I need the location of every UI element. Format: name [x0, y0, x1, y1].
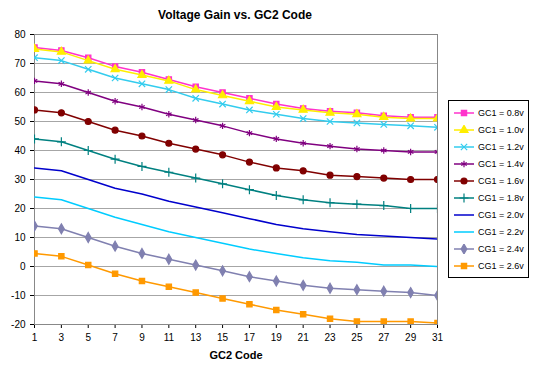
svg-text:-20: -20 — [11, 319, 26, 330]
html-text:Voltage Gain vs. GC2 Code: Voltage Gain vs. GC2 Code — [158, 8, 312, 22]
svg-text:30: 30 — [14, 174, 26, 185]
html-text:CG1 = 2.4v: CG1 = 2.4v — [478, 243, 524, 254]
svg-text:20: 20 — [14, 203, 26, 214]
svg-text:27: 27 — [378, 332, 390, 343]
svg-text:13: 13 — [190, 332, 202, 343]
svg-text:3: 3 — [59, 332, 65, 343]
svg-text:9: 9 — [139, 332, 145, 343]
svg-text:GC2 Code: GC2 Code — [209, 349, 262, 361]
svg-text:17: 17 — [244, 332, 256, 343]
svg-text:10: 10 — [14, 232, 26, 243]
svg-text:29: 29 — [405, 332, 417, 343]
html-text:GC1 = 1.0v: GC1 = 1.0v — [478, 124, 524, 135]
html-text:GC1 = 1.4v: GC1 = 1.4v — [478, 158, 524, 169]
html-text:GC1 = 0.8v: GC1 = 0.8v — [478, 107, 524, 118]
html-text:GC1 = 1.2v: GC1 = 1.2v — [478, 141, 524, 152]
svg-text:70: 70 — [14, 58, 26, 69]
svg-text:1: 1 — [32, 332, 38, 343]
svg-text:-10: -10 — [11, 290, 26, 301]
svg-text:15: 15 — [217, 332, 229, 343]
svg-text:21: 21 — [298, 332, 310, 343]
svg-text:31: 31 — [432, 332, 444, 343]
svg-text:11: 11 — [164, 332, 175, 343]
svg-text:60: 60 — [14, 87, 26, 98]
html-text:CG1 = 2.6v: CG1 = 2.6v — [478, 260, 524, 271]
html-text:CG1 = 1.8v: CG1 = 1.8v — [478, 192, 524, 203]
html-text:CG1 = 1.6v: CG1 = 1.6v — [478, 175, 524, 186]
html-text:CG1 = 2.0v: CG1 = 2.0v — [478, 209, 524, 220]
svg-text:23: 23 — [324, 332, 336, 343]
svg-text:80: 80 — [14, 29, 26, 40]
svg-text:0: 0 — [20, 261, 26, 272]
svg-text:40: 40 — [14, 145, 26, 156]
svg-text:19: 19 — [271, 332, 283, 343]
svg-text:25: 25 — [351, 332, 363, 343]
svg-text:5: 5 — [85, 332, 91, 343]
html-text:CG1 = 2.2v: CG1 = 2.2v — [478, 226, 524, 237]
svg-text:50: 50 — [14, 116, 26, 127]
svg-text:7: 7 — [112, 332, 118, 343]
